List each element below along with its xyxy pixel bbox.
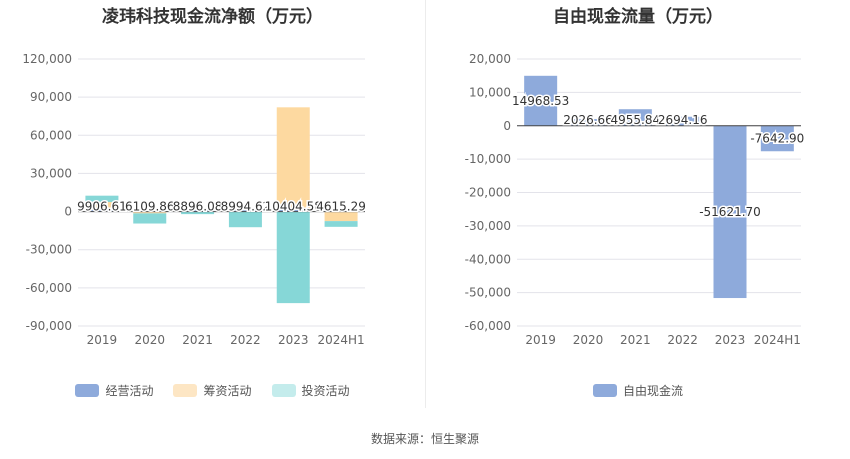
y-tick-label: 10,000 <box>469 85 511 99</box>
y-tick-label: 0 <box>503 119 511 133</box>
chart-title: 凌玮科技现金流净额（万元） <box>102 7 323 27</box>
y-tick-label: -10,000 <box>465 152 511 166</box>
legend-swatch <box>271 384 296 397</box>
legend-item-operating[interactable]: 经营活动 <box>75 382 153 399</box>
legend-item-investing[interactable]: 投资活动 <box>271 382 350 399</box>
data-label: 6109.86 <box>125 200 175 214</box>
y-tick-label: -60,000 <box>465 319 511 333</box>
bar-2019-投资活动 <box>85 195 119 203</box>
data-label: -51621.70 <box>699 205 761 219</box>
bar-2019-筹资活动 <box>85 202 119 210</box>
free-cash-flow-chart: 20,000 10,000 0 -10,000 -20,000 -30,000 -40,00… <box>465 52 806 347</box>
bar-2023-自由现金流 <box>713 125 747 299</box>
y-tick-label: -50,000 <box>465 286 511 300</box>
x-tick-label: 2024H1 <box>754 333 801 347</box>
y-tick-label: -30,000 <box>465 219 511 233</box>
legend-label: 筹资活动 <box>203 384 252 398</box>
cash-flow-net-chart-panel: 凌玮科技现金流净额（万元） 120,000 90,000 60,000 30,000 0… <box>0 0 425 415</box>
x-tick-label: 2021 <box>620 333 651 347</box>
bar-2020-筹资活动 <box>133 212 167 214</box>
bar-2024H1-投资活动 <box>324 221 358 227</box>
y-tick-label: -60,000 <box>26 281 72 295</box>
legend-item-financing[interactable]: 筹资活动 <box>173 382 252 399</box>
y-tick-label: -40,000 <box>465 252 511 266</box>
bar-2020-自由现金流 <box>571 118 605 126</box>
cash-flow-net-chart: 120,000 90,000 60,000 30,000 0 -30,000 -60,000… <box>22 52 367 347</box>
y-tick-label: -20,000 <box>465 186 511 200</box>
x-tick-label: 2022 <box>667 333 698 347</box>
bar-2023-投资活动 <box>276 211 310 304</box>
legend-label: 自由现金流 <box>622 384 683 398</box>
data-label: 4615.29 <box>316 200 366 214</box>
data-label: 8896.08 <box>173 200 223 214</box>
bar-2021-自由现金流 <box>618 109 652 126</box>
x-tick-label: 2022 <box>230 333 261 347</box>
y-tick-label: 120,000 <box>22 52 72 66</box>
panel-divider <box>425 0 426 408</box>
bar-2023-经营活动 <box>276 209 310 212</box>
bar-2021-经营活动 <box>181 210 215 212</box>
x-tick-label: 2023 <box>278 333 309 347</box>
data-source: 数据来源：恒生聚源 <box>370 432 479 446</box>
data-label: 2026.66 <box>563 113 613 127</box>
y-tick-label: -90,000 <box>26 319 72 333</box>
bar-2024H1-筹资活动 <box>324 212 358 222</box>
data-label: 4955.84 <box>611 113 661 127</box>
x-tick-label: 2024H1 <box>317 333 364 347</box>
data-label: -7642.90 <box>750 132 804 146</box>
data-label: 10404.58 <box>265 200 322 214</box>
legend-swatch <box>173 384 198 397</box>
bar-2023-筹资活动 <box>276 107 310 210</box>
y-tick-label: 60,000 <box>30 128 72 142</box>
y-tick-label: 90,000 <box>30 90 72 104</box>
y-tick-label: 30,000 <box>30 166 72 180</box>
legend: 自由现金流 <box>426 382 850 399</box>
data-label: 9906.61 <box>77 200 127 214</box>
x-tick-label: 2020 <box>573 333 604 347</box>
legend-swatch <box>75 384 100 397</box>
bar-2019-经营活动 <box>85 209 119 212</box>
x-tick-label: 2021 <box>182 333 213 347</box>
y-tick-label: 0 <box>64 205 72 219</box>
legend-label: 经营活动 <box>105 384 154 398</box>
y-tick-label: -30,000 <box>26 243 72 257</box>
y-tick-label: 20,000 <box>469 52 511 66</box>
x-tick-label: 2023 <box>715 333 746 347</box>
x-tick-label: 2019 <box>525 333 556 347</box>
legend-label: 投资活动 <box>301 384 350 398</box>
legend: 经营活动 筹资活动 投资活动 <box>0 382 425 399</box>
bar-2022-自由现金流 <box>666 116 700 126</box>
x-tick-label: 2020 <box>134 333 165 347</box>
x-tick-label: 2019 <box>87 333 118 347</box>
legend-item-free-cash-flow[interactable]: 自由现金流 <box>592 382 683 399</box>
bar-2020-投资活动 <box>133 213 167 224</box>
bar-2021-投资活动 <box>181 211 215 215</box>
data-label: 14968.53 <box>512 94 569 108</box>
bar-2024H1-自由现金流 <box>760 125 794 152</box>
free-cash-flow-chart-panel: 自由现金流量（万元） 20,000 10,000 0 -10,000 -20,000 -3… <box>426 0 850 415</box>
chart-title: 自由现金流量（万元） <box>553 7 723 27</box>
bar-2019-自由现金流 <box>524 75 558 126</box>
bar-2022-投资活动 <box>228 211 262 228</box>
bar-2022-经营活动 <box>228 210 262 212</box>
data-label: 8994.62 <box>221 200 271 214</box>
data-label: 2694.16 <box>658 113 708 127</box>
legend-swatch <box>592 384 617 397</box>
